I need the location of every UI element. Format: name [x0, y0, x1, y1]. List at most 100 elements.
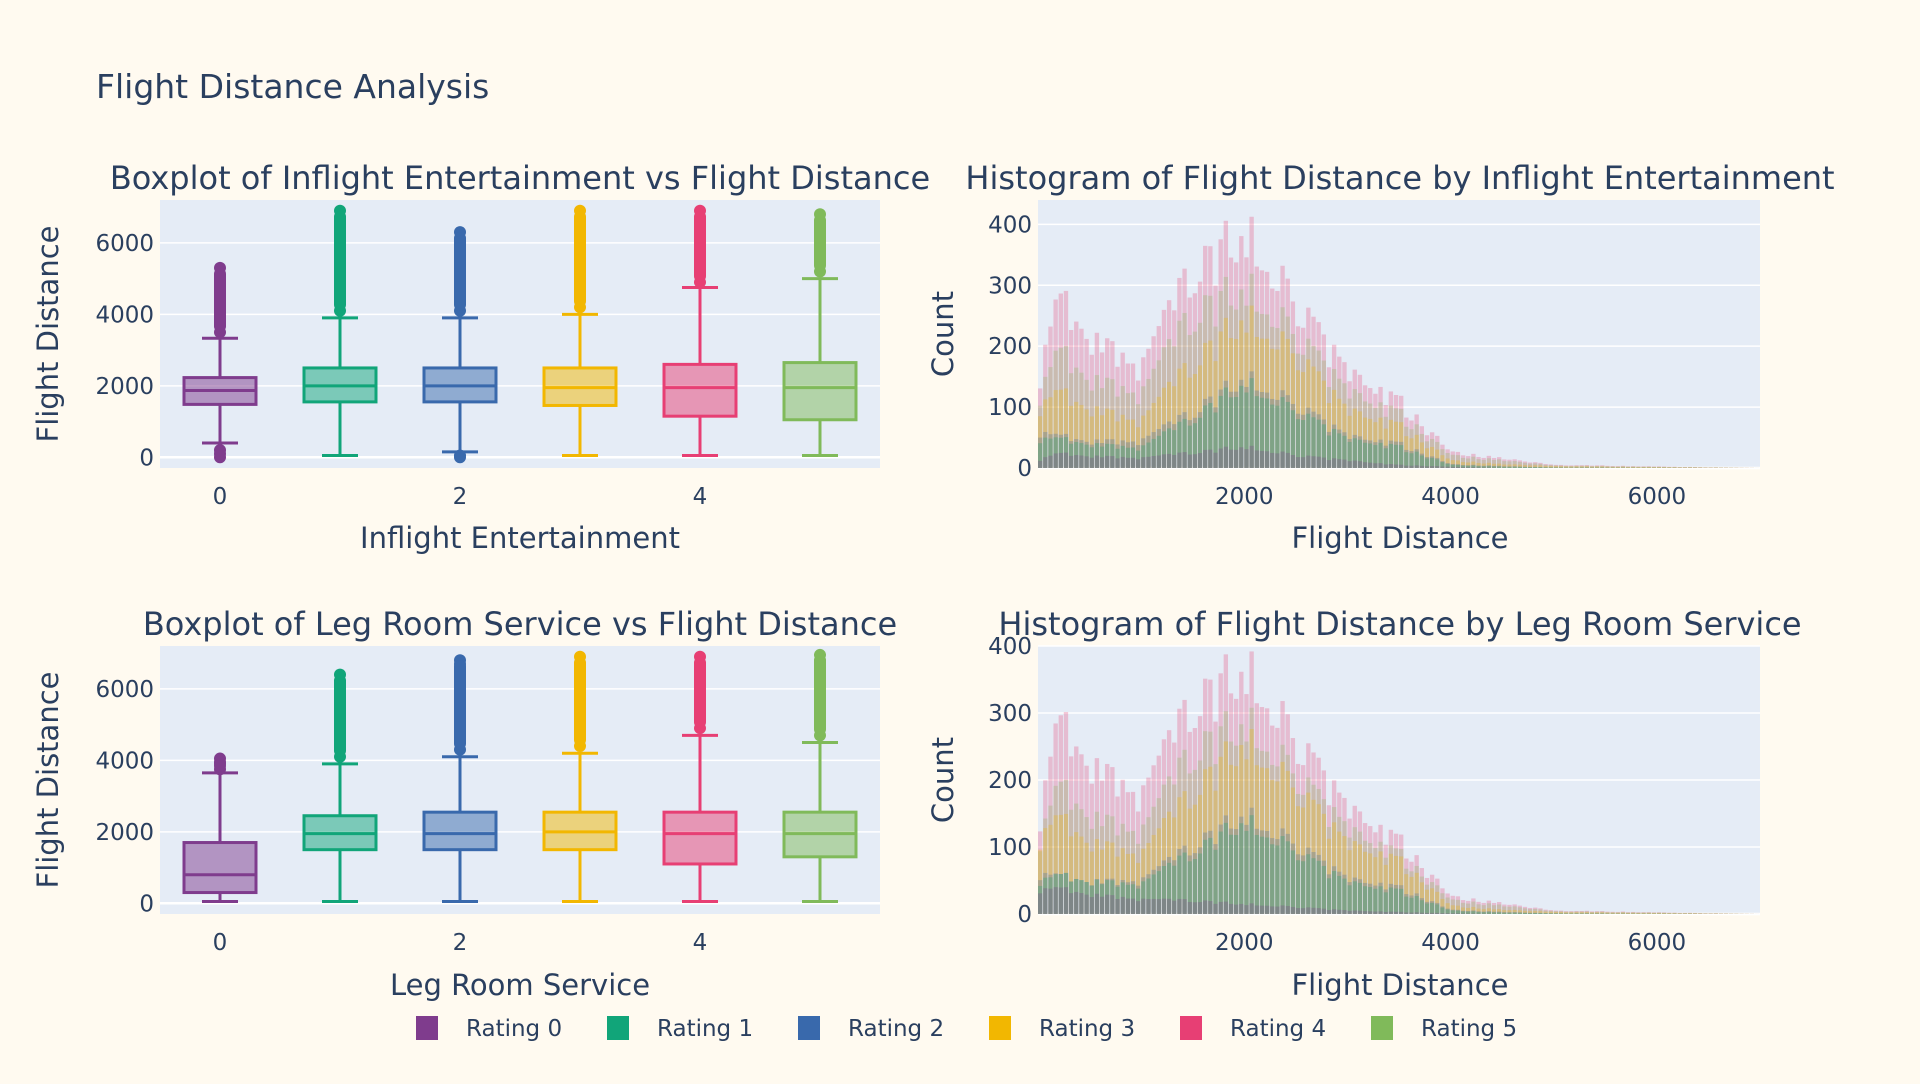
- hist-bar: [1244, 831, 1248, 914]
- hist-bar: [1327, 910, 1331, 914]
- hist-bar: [1255, 905, 1259, 914]
- hist-bar: [1291, 455, 1295, 468]
- hist-bar: [1347, 885, 1351, 914]
- hist-bar: [1043, 457, 1047, 468]
- hist-bar: [1270, 453, 1274, 468]
- x-tick-label: 6000: [1628, 930, 1687, 956]
- y-tick-label: 200: [988, 334, 1032, 360]
- hist-bar: [1564, 467, 1568, 468]
- hist-bar: [1399, 445, 1403, 468]
- hist-bar: [1265, 838, 1269, 914]
- hist-bar: [1095, 894, 1099, 914]
- plot-area: [160, 646, 880, 914]
- hist-bar: [1188, 455, 1192, 468]
- legend-label: Rating 0: [466, 1016, 562, 1042]
- legend-swatch: [1180, 1016, 1202, 1040]
- hist-bar: [1451, 467, 1455, 468]
- hist-bar: [1306, 854, 1310, 914]
- hist-bar: [1580, 467, 1584, 468]
- hist-bar: [1404, 912, 1408, 914]
- hist-bar: [1554, 913, 1558, 914]
- hist-bar: [1100, 457, 1104, 468]
- hist-bar: [1435, 904, 1439, 914]
- hist-bar: [1053, 453, 1057, 468]
- panel-title: Histogram of Flight Distance by Inflight…: [965, 159, 1834, 197]
- hist-bar: [1373, 912, 1377, 914]
- hist-bar: [1353, 881, 1357, 914]
- hist-bar: [1074, 455, 1078, 468]
- hist-bar: [1260, 906, 1264, 914]
- hist-bar: [1311, 858, 1315, 914]
- hist-bar: [1244, 449, 1248, 468]
- hist-bar: [1213, 453, 1217, 468]
- hist-bar: [1404, 897, 1408, 914]
- hist-bar: [1131, 458, 1135, 468]
- hist-bar: [1260, 451, 1264, 468]
- y-tick-label: 2000: [95, 374, 154, 400]
- outlier-band: [454, 232, 466, 311]
- y-tick-label: 400: [988, 212, 1032, 238]
- hist-bar: [1394, 465, 1398, 468]
- hist-bar: [1523, 913, 1527, 914]
- hist-bar: [1069, 456, 1073, 468]
- hist-bar: [1280, 452, 1284, 468]
- panel-title: Boxplot of Inflight Entertainment vs Fli…: [110, 159, 930, 197]
- hist-bar: [1301, 861, 1305, 914]
- figure-title: Flight Distance Analysis: [96, 67, 489, 106]
- hist-bar: [1213, 904, 1217, 914]
- y-tick-label: 4000: [95, 748, 154, 774]
- hist-bar: [1095, 456, 1099, 468]
- hist-bar: [1203, 450, 1207, 468]
- legend-swatch: [798, 1016, 820, 1040]
- hist-bar: [1414, 465, 1418, 468]
- hist-bar: [1141, 457, 1145, 468]
- hist-bar: [1492, 912, 1496, 914]
- legend-label: Rating 3: [1039, 1016, 1135, 1042]
- hist-bar: [1105, 456, 1109, 468]
- hist-bar: [1239, 904, 1243, 914]
- hist-bar: [1373, 463, 1377, 468]
- hist-bar: [1574, 913, 1578, 914]
- hist-bar: [1430, 913, 1434, 914]
- hist-bar: [1440, 913, 1444, 914]
- legend-item-rating-4: Rating 4: [1180, 1016, 1326, 1042]
- hist-bar: [1445, 467, 1449, 468]
- hist-bar: [1286, 906, 1290, 914]
- hist-bar: [1136, 901, 1140, 914]
- hist-bar: [1079, 456, 1083, 468]
- hist-bar: [1337, 459, 1341, 468]
- hist-bar: [1074, 892, 1078, 914]
- hist-bar: [1559, 913, 1563, 914]
- hist-bar: [1322, 909, 1326, 914]
- hist-bar: [1342, 879, 1346, 914]
- hist-bar: [1203, 900, 1207, 914]
- outlier-band: [574, 211, 586, 307]
- hist-bar: [1456, 913, 1460, 914]
- hist-bar: [1265, 451, 1269, 468]
- hist-bar: [1507, 913, 1511, 914]
- x-axis-label: Inflight Entertainment: [360, 521, 680, 555]
- hist-bar: [1595, 913, 1599, 914]
- y-tick-label: 4000: [95, 302, 154, 328]
- hist-bar: [1316, 457, 1320, 468]
- y-tick-label: 0: [1017, 456, 1032, 482]
- hist-bar: [1384, 892, 1388, 914]
- hist-bar: [1409, 913, 1413, 914]
- hist-bar: [1347, 911, 1351, 914]
- legend-item-rating-2: Rating 2: [798, 1016, 944, 1042]
- hist-bar: [1244, 905, 1248, 914]
- x-tick-label: 4000: [1421, 484, 1480, 510]
- x-tick-label: 4: [693, 484, 708, 510]
- hist-bar: [1084, 895, 1088, 914]
- box-iqr: [784, 363, 856, 420]
- legend-swatch: [989, 1016, 1011, 1040]
- hist-bar: [1198, 902, 1202, 914]
- hist-bar: [1368, 463, 1372, 468]
- x-tick-label: 2: [453, 484, 468, 510]
- hist-bar: [1280, 905, 1284, 914]
- hist-bar: [1110, 895, 1114, 914]
- y-tick-label: 2000: [95, 820, 154, 846]
- hist-bar: [1322, 866, 1326, 914]
- legend-swatch: [416, 1016, 438, 1040]
